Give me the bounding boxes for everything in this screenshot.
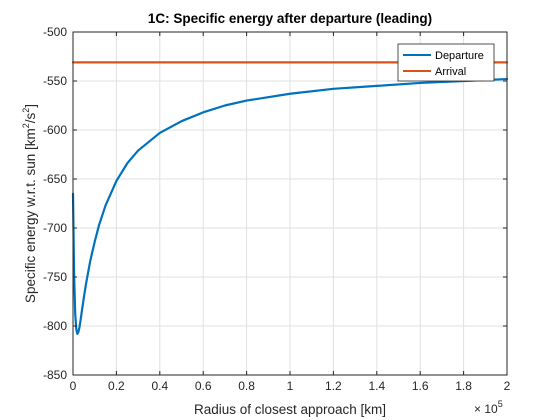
y-label-main: Specific energy w.r.t. sun [km	[23, 128, 38, 303]
x-tick-label: 0.4	[151, 379, 168, 393]
y-axis-label: Specific energy w.r.t. sun [km2/s2]	[21, 104, 38, 303]
y-label-sup2: 2	[21, 108, 31, 113]
y-tick-label: -600	[43, 123, 67, 137]
x-tick-label: 0	[70, 379, 77, 393]
y-tick-label: -650	[43, 172, 67, 186]
legend-box	[397, 43, 495, 82]
x-axis-label: Radius of closest approach [km]	[194, 402, 386, 417]
x-tick-label: 1	[287, 379, 294, 393]
x-tick-label: 1.6	[412, 379, 429, 393]
y-tick-label: -500	[43, 25, 67, 39]
x-tick-label: 0.8	[238, 379, 255, 393]
y-label-sup1: 2	[21, 123, 31, 128]
x-tick-label: 1.8	[455, 379, 472, 393]
x-tick-label: 1.4	[368, 379, 385, 393]
x-exponent-power: 5	[498, 399, 503, 409]
x-tick-label: 0.2	[108, 379, 125, 393]
legend: Departure Arrival	[397, 43, 495, 82]
ticks: 0 0.2 0.4 0.6 0.8 1 1.2 1.4 1.6 1.8 2 -850 -800 -750 -…	[43, 25, 511, 393]
x-axis-exponent: × 105	[474, 399, 503, 416]
y-tick-label: -750	[43, 270, 67, 284]
y-tick-label: -850	[43, 368, 67, 382]
x-exponent-base: × 10	[474, 402, 498, 416]
x-tick-label: 0.6	[195, 379, 212, 393]
series-line-departure	[71, 77, 509, 335]
x-tick-label: 1.2	[325, 379, 342, 393]
y-tick-label: -550	[43, 74, 67, 88]
y-label-mid: /s	[23, 112, 38, 123]
legend-label-departure: Departure	[435, 50, 484, 62]
y-tick-label: -700	[43, 221, 67, 235]
legend-label-arrival: Arrival	[435, 66, 466, 78]
y-label-end: ]	[23, 104, 38, 108]
y-tick-label: -800	[43, 319, 67, 333]
chart-title: 1C: Specific energy after departure (lea…	[148, 11, 432, 26]
x-tick-label: 2	[504, 379, 511, 393]
